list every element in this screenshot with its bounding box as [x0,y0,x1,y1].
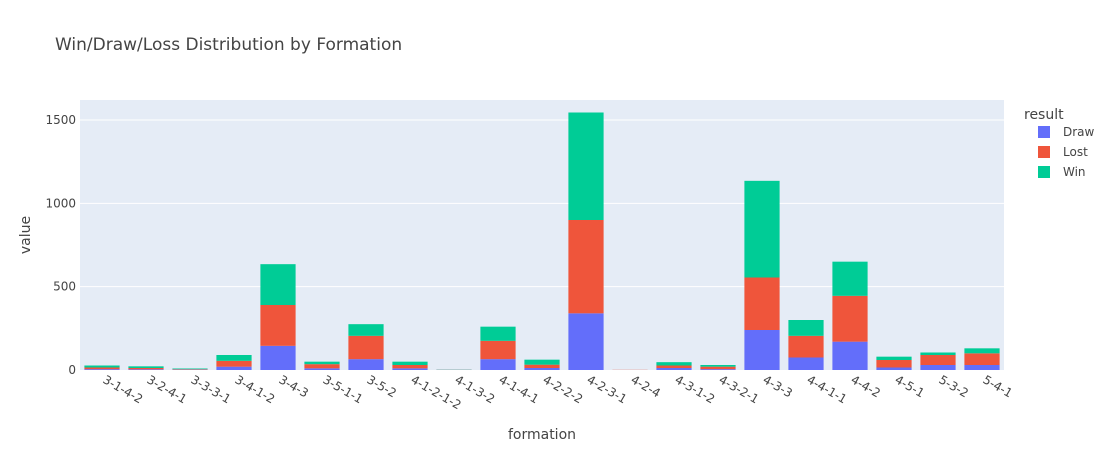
chart-title: Win/Draw/Loss Distribution by Formation [55,35,402,55]
bar-draw-4-4-2 [832,341,868,370]
x-tick-label: 4-2-4 [629,372,663,400]
bar-lost-4-1-2-1-2 [392,365,428,369]
bar-lost-4-3-2-1 [700,366,736,370]
bar-draw-3-1-4-2 [84,369,120,370]
x-tick-label: 5-3-2 [937,372,971,400]
bar-draw-4-5-1 [876,367,912,370]
bar-win-4-5-1 [876,356,912,360]
x-tick-label: 3-4-3 [277,372,311,400]
legend-swatch-win [1038,166,1050,178]
bar-lost-3-4-3 [260,305,296,346]
x-tick-label: 3-3-3-1 [189,372,234,406]
bar-draw-3-5-1-1 [304,368,340,370]
bars [84,112,1000,370]
bar-lost-4-1-4-1 [480,340,516,360]
x-tick-label: 5-4-1 [981,372,1015,400]
x-tick-label: 4-3-3 [761,372,795,400]
legend: result Draw Lost Win [1024,107,1095,179]
bar-win-3-5-1-1 [304,361,340,365]
legend-title: result [1024,107,1064,123]
bar-win-3-1-4-2 [84,365,120,368]
bar-draw-5-3-2 [920,365,956,370]
bar-draw-4-3-2-1 [700,369,736,370]
bar-lost-5-3-2 [920,355,956,365]
legend-swatch-lost [1038,146,1050,158]
bar-lost-4-3-1-2 [656,365,692,368]
bar-lost-5-4-1 [964,353,1000,365]
y-tick-labels: 0 500 1000 1500 [45,113,76,377]
x-tick-label: 4-5-1 [893,372,927,400]
legend-label-draw: Draw [1063,125,1095,139]
x-tick-label: 3-5-2 [365,372,399,400]
x-tick-label: 3-4-1-2 [233,372,278,406]
bar-draw-3-5-2 [348,359,384,370]
bar-draw-4-3-1-2 [656,368,692,370]
bar-win-4-3-1-2 [656,362,692,366]
y-tick-label: 500 [53,280,76,294]
bar-win-4-3-2-1 [700,365,736,367]
bar-win-4-2-3-1 [568,112,604,220]
bar-lost-3-2-4-1 [128,368,164,370]
bar-win-3-4-3 [260,264,296,305]
x-tick-label: 4-4-1-1 [805,372,850,406]
bar-draw-4-2-2-2 [524,368,560,370]
bar-win-3-5-2 [348,324,384,336]
bar-lost-4-2-2-2 [524,364,560,368]
y-tick-label: 1000 [45,196,76,210]
bar-draw-4-2-3-1 [568,313,604,370]
x-tick-label: 4-1-4-1 [497,372,542,406]
bar-lost-4-4-2 [832,295,868,342]
bar-lost-3-1-4-2 [84,367,120,370]
legend-label-lost: Lost [1063,145,1088,159]
bar-draw-4-4-1-1 [788,357,824,370]
x-tick-label: 3-1-4-2 [101,372,146,406]
bar-lost-4-3-3 [744,277,780,330]
bar-win-3-3-3-1 [172,368,208,370]
bar-draw-4-1-4-1 [480,359,516,370]
x-tick-label: 4-3-1-2 [673,372,718,406]
x-tick-label: 3-2-4-1 [145,372,190,406]
bar-win-4-4-1-1 [788,320,824,336]
x-tick-label: 4-4-2 [849,372,883,400]
bar-lost-4-4-1-1 [788,335,824,358]
bar-lost-4-2-3-1 [568,220,604,314]
x-tick-label: 4-2-2-2 [541,372,586,406]
x-tick-label: 4-3-2-1 [717,372,762,406]
bar-draw-5-4-1 [964,365,1000,370]
bar-lost-4-5-1 [876,360,912,368]
y-axis-title: value [18,216,34,254]
bar-lost-3-4-1-2 [216,360,252,367]
bar-draw-4-3-3 [744,330,780,370]
bar-win-5-4-1 [964,348,1000,354]
bar-draw-3-4-1-2 [216,366,252,370]
bar-win-5-3-2 [920,352,956,355]
x-tick-label: 3-5-1-1 [321,372,366,406]
bar-win-4-3-3 [744,180,780,278]
bar-win-4-1-4-1 [480,326,516,341]
bar-lost-3-5-2 [348,335,384,360]
bar-lost-3-3-3-1 [172,369,208,370]
bar-win-4-1-2-1-2 [392,361,428,365]
legend-swatch-draw [1038,126,1050,138]
x-axis-title: formation [508,427,576,443]
y-tick-label: 1500 [45,113,76,127]
bar-draw-3-2-4-1 [128,369,164,370]
bar-win-3-4-1-2 [216,355,252,361]
x-tick-labels: 3-1-4-2 3-2-4-1 3-3-3-1 3-4-1-2 3-4-3 3-5-1-1… [101,372,1015,412]
bar-draw-4-1-2-1-2 [392,368,428,370]
bar-lost-3-5-1-1 [304,364,340,369]
y-tick-label: 0 [68,363,76,377]
x-tick-label: 4-2-3-1 [585,372,630,406]
bar-win-4-2-2-2 [524,359,560,365]
bar-win-3-2-4-1 [128,366,164,368]
legend-label-win: Win [1063,165,1086,179]
bar-win-4-4-2 [832,261,868,296]
bar-draw-3-4-3 [260,345,296,370]
